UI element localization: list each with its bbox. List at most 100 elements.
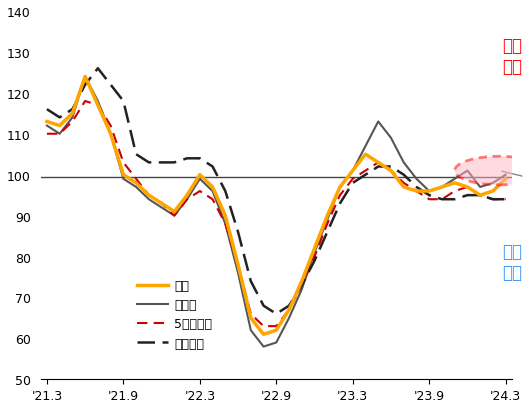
수도권 <box>273 340 279 345</box>
기타지방 <box>95 67 101 72</box>
기타지방 <box>273 312 279 317</box>
전국 <box>95 103 101 108</box>
Text: 상승
전망: 상승 전망 <box>502 37 522 75</box>
전국 <box>362 153 369 157</box>
전국 <box>197 173 203 178</box>
전국 <box>273 328 279 333</box>
5개광역시 <box>248 312 254 317</box>
기타지방 <box>171 161 178 166</box>
수도권 <box>464 169 471 173</box>
Line: 기타지방: 기타지방 <box>47 69 506 314</box>
5개광역시 <box>312 254 318 259</box>
기타지방 <box>452 197 458 202</box>
전국 <box>133 181 139 186</box>
전국 <box>82 75 88 80</box>
5개광역시 <box>95 103 101 108</box>
수도권 <box>337 185 343 190</box>
기타지방 <box>413 185 419 190</box>
전국 <box>69 112 76 117</box>
수도권 <box>95 99 101 104</box>
수도권 <box>375 120 381 125</box>
Line: 5개광역시: 5개광역시 <box>47 102 506 326</box>
기타지방 <box>439 197 445 202</box>
Text: 하락
전망: 하락 전망 <box>502 243 522 281</box>
전국 <box>120 173 126 178</box>
전국 <box>107 132 114 137</box>
전국 <box>426 189 432 194</box>
5개광역시 <box>375 161 381 166</box>
5개광역시 <box>439 197 445 202</box>
5개광역시 <box>400 181 407 186</box>
기타지방 <box>57 116 63 121</box>
5개광역시 <box>107 124 114 129</box>
수도권 <box>171 213 178 218</box>
기타지방 <box>477 193 484 198</box>
수도권 <box>312 250 318 255</box>
전국 <box>171 209 178 214</box>
기타지방 <box>375 165 381 170</box>
기타지방 <box>209 165 216 170</box>
5개광역시 <box>145 193 152 198</box>
기타지방 <box>145 161 152 166</box>
전국 <box>503 177 509 182</box>
수도권 <box>362 144 369 149</box>
수도권 <box>82 75 88 80</box>
5개광역시 <box>503 197 509 202</box>
5개광역시 <box>82 99 88 104</box>
수도권 <box>222 222 229 227</box>
기타지방 <box>312 258 318 263</box>
전국 <box>375 161 381 166</box>
수도권 <box>197 177 203 182</box>
5개광역시 <box>197 189 203 194</box>
전국 <box>222 213 229 218</box>
5개광역시 <box>388 169 394 173</box>
수도권 <box>286 316 292 321</box>
전국 <box>439 185 445 190</box>
전국 <box>350 169 356 173</box>
전국 <box>400 185 407 190</box>
수도권 <box>260 344 267 349</box>
전국 <box>312 246 318 251</box>
기타지방 <box>400 173 407 178</box>
Line: 전국: 전국 <box>47 77 506 335</box>
5개광역시 <box>362 169 369 173</box>
전국 <box>235 263 241 267</box>
수도권 <box>400 161 407 166</box>
기타지방 <box>503 197 509 202</box>
5개광역시 <box>464 185 471 190</box>
5개광역시 <box>413 189 419 194</box>
전국 <box>260 332 267 337</box>
5개광역시 <box>477 193 484 198</box>
수도권 <box>44 124 50 129</box>
수도권 <box>388 136 394 141</box>
기타지방 <box>286 303 292 308</box>
Circle shape <box>455 157 529 185</box>
전국 <box>248 316 254 321</box>
5개광역시 <box>490 197 496 202</box>
기타지방 <box>44 108 50 112</box>
5개광역시 <box>44 132 50 137</box>
전국 <box>286 308 292 312</box>
기타지방 <box>158 161 165 166</box>
5개광역시 <box>133 177 139 182</box>
전국 <box>209 185 216 190</box>
기타지방 <box>235 230 241 235</box>
5개광역시 <box>426 197 432 202</box>
수도권 <box>158 205 165 210</box>
5개광역시 <box>350 177 356 182</box>
5개광역시 <box>273 324 279 329</box>
5개광역시 <box>209 197 216 202</box>
수도권 <box>298 287 305 292</box>
Legend: 전국, 수도권, 5개광역시, 기타지방: 전국, 수도권, 5개광역시, 기타지방 <box>132 274 217 355</box>
기타지방 <box>222 189 229 194</box>
수도권 <box>477 185 484 190</box>
5개광역시 <box>171 213 178 218</box>
수도권 <box>69 116 76 121</box>
기타지방 <box>69 108 76 112</box>
기타지방 <box>350 181 356 186</box>
전국 <box>57 124 63 129</box>
전국 <box>464 185 471 190</box>
수도권 <box>107 132 114 137</box>
수도권 <box>503 173 509 178</box>
수도권 <box>57 132 63 137</box>
